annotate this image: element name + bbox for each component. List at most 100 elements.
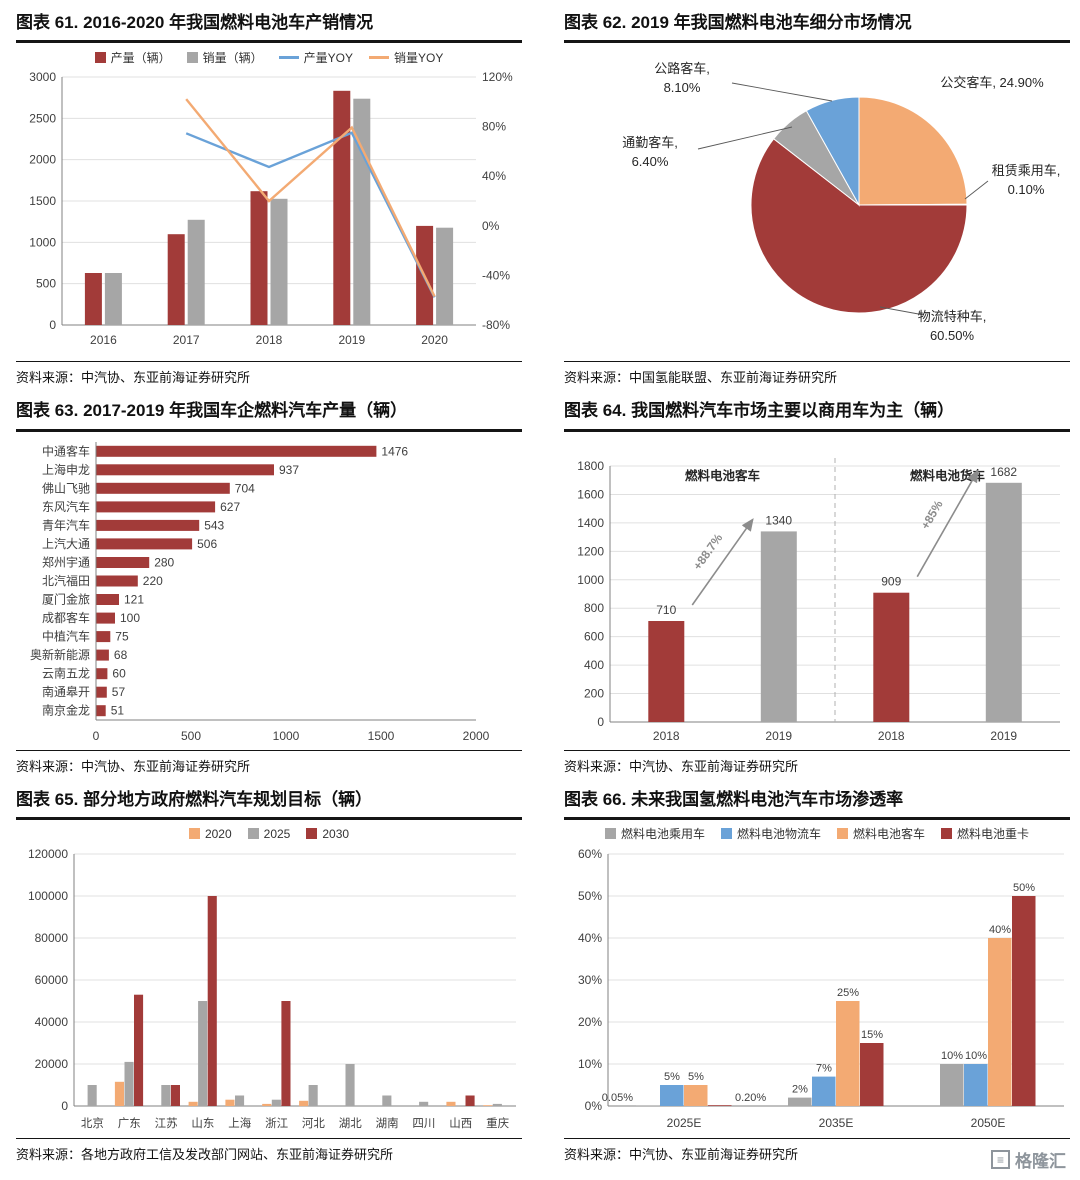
figure-62-title: 图表 62. 2019 年我国燃料电池车细分市场情况 (564, 10, 1070, 44)
figure-66-title: 图表 66. 未来我国氢燃料电池汽车市场渗透率 (564, 787, 1070, 820)
legend-swatch (837, 828, 848, 840)
figure-65-source: 资料来源：各地方政府工信及发改部门网站、东亚前海证券研究所 (16, 1137, 522, 1163)
svg-text:江苏: 江苏 (155, 1117, 178, 1130)
pie-chart-svg: 公交客车, 24.90% 租赁乘用车, 0.10% 物流特种车, 60.50% 通勤客车,… (622, 61, 1061, 343)
svg-text:2017: 2017 (173, 333, 200, 347)
svg-text:2018: 2018 (256, 333, 283, 347)
svg-text:湖南: 湖南 (376, 1116, 399, 1130)
svg-text:2018: 2018 (878, 729, 905, 743)
svg-text:280: 280 (154, 555, 174, 569)
svg-text:120000: 120000 (28, 847, 68, 861)
svg-text:0%: 0% (482, 219, 500, 233)
svg-text:627: 627 (220, 499, 240, 513)
figure-61-source: 资料来源：中汽协、东亚前海证券研究所 (16, 361, 522, 386)
svg-text:湖北: 湖北 (339, 1116, 362, 1130)
svg-text:北汽福田: 北汽福田 (42, 573, 90, 588)
svg-text:7%: 7% (816, 1062, 832, 1074)
figure-62-pie-chart: 公交客车, 24.90% 租赁乘用车, 0.10% 物流特种车, 60.50% 通勤客车,… (564, 43, 1070, 359)
svg-text:1682: 1682 (990, 464, 1017, 478)
svg-text:2020: 2020 (421, 333, 448, 347)
svg-text:2019: 2019 (765, 729, 792, 743)
svg-text:广东: 广东 (118, 1117, 141, 1130)
svg-text:20%: 20% (578, 1015, 602, 1029)
legend-item: 燃料电池物流车 (720, 825, 821, 842)
svg-text:1200: 1200 (577, 544, 604, 558)
legend-swatch (604, 828, 616, 840)
svg-text:57: 57 (112, 685, 126, 699)
figure-63-source: 资料来源：中汽协、东亚前海证券研究所 (16, 749, 522, 775)
figure-66-grouped-bar-chart: 燃料电池乘用车 燃料电池物流车 燃料电池客车 燃料电池重卡 0% 10% 20% 30% 40%… (564, 820, 1070, 1136)
svg-text:68: 68 (114, 648, 128, 662)
svg-text:50%: 50% (1013, 882, 1035, 894)
svg-text:南京金龙: 南京金龙 (42, 702, 90, 717)
svg-text:燃料电池客车: 燃料电池客车 (685, 468, 761, 483)
svg-text:40%: 40% (989, 924, 1011, 936)
svg-text:60.50%: 60.50% (930, 328, 975, 343)
svg-text:8.10%: 8.10% (664, 80, 701, 95)
panel-figure-61: 图表 61. 2016-2020 年我国燃料电池车产销情况 产量（辆） 销量（辆）… (16, 10, 522, 386)
legend-item: 燃料电池重卡 (941, 825, 1029, 842)
gelonghui-logo: ≡ 格隆汇 (991, 1147, 1066, 1172)
svg-text:0: 0 (49, 318, 56, 332)
legend-swatch (720, 828, 732, 840)
svg-text:成都客车: 成都客车 (42, 610, 90, 625)
figure-64-source: 资料来源：中汽协、东亚前海证券研究所 (564, 749, 1070, 775)
legend-swatch (188, 828, 200, 840)
svg-text:+85%: +85% (918, 497, 946, 531)
svg-text:奥新新能源: 奥新新能源 (30, 647, 90, 662)
grouped-bar-chart-svg: 0% 10% 20% 30% 40% 50% 60% 0.05% 5% 5% 0.20% 2025E 2… (578, 847, 1064, 1130)
legend-label: 燃料电池客车 (853, 827, 926, 842)
legend-label: 燃料电池重卡 (957, 827, 1030, 842)
svg-text:220: 220 (143, 574, 163, 588)
hbar-chart-svg: 中通客车 1476 上海申龙 937 佛山飞驰 704 东风汽车 627 青年汽车 543 上汽大通… (30, 441, 490, 743)
svg-text:厦门金旅: 厦门金旅 (42, 591, 90, 606)
svg-text:中通客车: 中通客车 (42, 443, 90, 458)
svg-text:山东: 山东 (191, 1117, 214, 1130)
svg-text:1400: 1400 (577, 515, 604, 529)
svg-text:60%: 60% (578, 847, 602, 861)
svg-text:400: 400 (584, 658, 604, 672)
svg-text:2019: 2019 (990, 729, 1017, 743)
svg-text:租赁乘用车,: 租赁乘用车, (992, 163, 1061, 178)
svg-text:0%: 0% (585, 1099, 603, 1113)
svg-text:2016: 2016 (90, 333, 117, 347)
svg-text:1500: 1500 (368, 729, 395, 743)
gelonghui-icon: ≡ (991, 1150, 1010, 1169)
svg-text:10%: 10% (965, 1050, 987, 1062)
svg-text:青年汽车: 青年汽车 (42, 517, 90, 532)
panel-figure-63: 图表 63. 2017-2019 年我国车企燃料汽车产量（辆） 中通客车 1476… (16, 398, 522, 774)
svg-text:600: 600 (584, 629, 604, 643)
svg-text:3000: 3000 (29, 70, 56, 84)
svg-text:909: 909 (881, 574, 901, 588)
svg-text:10%: 10% (941, 1050, 963, 1062)
svg-text:20000: 20000 (35, 1057, 69, 1071)
panel-figure-66: 图表 66. 未来我国氢燃料电池汽车市场渗透率 燃料电池乘用车 燃料电池物流车 燃料… (564, 787, 1070, 1163)
svg-text:云南五龙: 云南五龙 (42, 665, 90, 680)
legend-label: 2025 (263, 826, 291, 841)
legend-item: 2020 (188, 827, 232, 841)
legend-swatch (247, 828, 259, 840)
svg-text:-80%: -80% (482, 318, 510, 332)
svg-text:10%: 10% (578, 1057, 602, 1071)
legend-label: 燃料电池乘用车 (620, 827, 705, 842)
figure-61-title: 图表 61. 2016-2020 年我国燃料电池车产销情况 (16, 10, 522, 44)
figure-65-title: 图表 65. 部分地方政府燃料汽车规划目标（辆） (16, 787, 522, 820)
figure-61-combo-chart: 产量（辆） 销量（辆） 产量YOY 销量YOY 0 500 1000 1500 2000 2500… (16, 43, 522, 359)
svg-text:2035E: 2035E (819, 1116, 854, 1130)
svg-text:40%: 40% (482, 169, 506, 183)
legend-item: 产量（辆） (94, 49, 171, 66)
svg-text:25%: 25% (837, 987, 859, 999)
svg-text:北京: 北京 (81, 1116, 104, 1130)
figure-66-source: 资料来源：中汽协、东亚前海证券研究所 (564, 1137, 1070, 1163)
svg-text:0: 0 (61, 1099, 68, 1113)
legend-label: 销量（辆） (202, 50, 263, 65)
svg-text:100: 100 (120, 611, 140, 625)
svg-text:物流特种车,: 物流特种车, (918, 309, 987, 324)
svg-text:1000: 1000 (577, 572, 604, 586)
figure-62-source: 资料来源：中国氢能联盟、东亚前海证券研究所 (564, 361, 1070, 386)
chart-legend: 燃料电池乘用车 燃料电池物流车 燃料电池客车 燃料电池重卡 (564, 824, 1070, 844)
panel-figure-62: 图表 62. 2019 年我国燃料电池车细分市场情况 公交客车, 24.90% 租… (564, 10, 1070, 386)
svg-text:通勤客车,: 通勤客车, (622, 135, 678, 150)
figure-63-hbar-chart: 中通客车 1476 上海申龙 937 佛山飞驰 704 东风汽车 627 青年汽车 543 上汽大通… (16, 432, 522, 748)
svg-text:0.10%: 0.10% (1008, 182, 1045, 197)
